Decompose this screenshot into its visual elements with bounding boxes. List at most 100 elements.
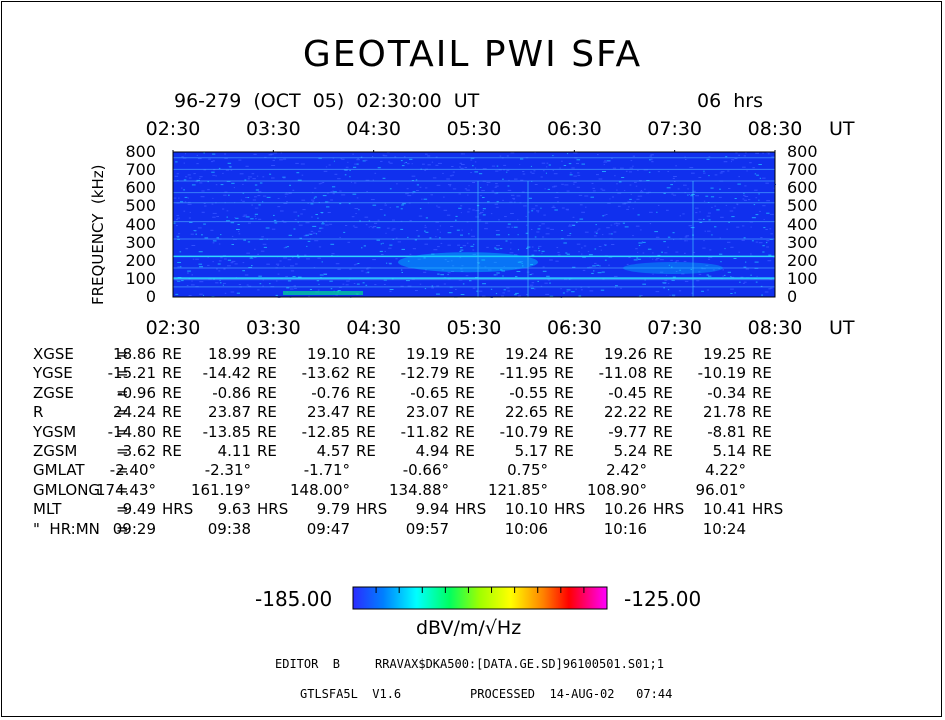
orbit-value: 18.86 (113, 345, 156, 363)
spectrogram-pixel (626, 208, 629, 210)
spectrogram-pixel (380, 254, 384, 255)
spectrogram-pixel (571, 291, 575, 293)
spectrogram-pixel (663, 192, 666, 194)
spectrogram-pixel (475, 216, 479, 218)
spectrogram-pixel (436, 293, 440, 295)
spectrogram-pixel (248, 176, 252, 178)
spectrogram-pixel (472, 287, 476, 289)
spectrogram-pixel (231, 235, 234, 237)
spectrogram-pixel (437, 246, 440, 248)
spectrogram-pixel (745, 268, 749, 270)
spectrogram-pixel (706, 215, 711, 217)
spectrogram-pixel (258, 218, 262, 220)
orbit-row-equals: = (116, 480, 129, 499)
spectrogram-pixel (230, 169, 233, 171)
spectrogram-pixel (272, 159, 275, 161)
spectrogram-pixel (635, 248, 638, 250)
orbit-row-label: YGSE (33, 364, 73, 383)
spectrogram-pixel (537, 211, 539, 213)
spectrogram-pixel (174, 175, 179, 177)
spectrogram-pixel (414, 239, 417, 241)
orbit-unit: RE (653, 364, 673, 383)
orbit-unit: RE (257, 442, 277, 460)
spectrogram-pixel (759, 177, 762, 179)
spectrogram-pixel (691, 172, 695, 174)
spectrogram-pixel (758, 193, 760, 195)
spectrogram-pixel (566, 289, 571, 291)
spectrogram-pixel (486, 246, 489, 248)
spectrogram-pixel (409, 220, 412, 222)
spectrogram-pixel (301, 199, 306, 201)
spectrogram-pixel (560, 288, 562, 290)
spectrogram-pixel (380, 160, 383, 162)
spectrogram-pixel (578, 194, 583, 196)
spectrogram-pixel (602, 234, 604, 236)
spectrogram-pixel (466, 242, 469, 244)
orbit-row-equals: = (116, 364, 129, 383)
spectrogram-pixel (220, 184, 224, 186)
spectrogram-pixel (346, 280, 350, 282)
spectrogram-pixel (585, 206, 587, 208)
spectrogram-pixel (765, 229, 768, 230)
spectrogram-pixel (510, 242, 512, 244)
spectrogram-pixel (187, 270, 191, 272)
spectrogram-pixel (211, 171, 215, 173)
spectrogram-pixel (365, 284, 368, 286)
spectrogram-pixel (744, 185, 747, 187)
spectrogram-pixel (219, 282, 222, 284)
spectrogram-pixel (239, 173, 244, 175)
spectrogram-pixel (443, 209, 448, 211)
orbit-unit: HRS (752, 500, 784, 519)
spectrogram-pixel (254, 215, 256, 217)
spectrogram-pixel (224, 258, 227, 260)
right-frequency-tick-label: 600 (787, 178, 818, 198)
spectrogram-pixel (705, 265, 709, 267)
spectrogram-pixel (706, 274, 709, 276)
spectrogram-pixel (252, 178, 256, 180)
spectrogram-pixel (727, 271, 731, 273)
spectrogram-pixel (673, 239, 675, 241)
orbit-unit: RE (752, 422, 772, 441)
spectrogram-pixel (257, 191, 262, 193)
spectrogram-pixel (200, 196, 205, 198)
spectrogram-pixel (575, 221, 578, 223)
spectrogram-pixel (185, 248, 189, 250)
spectrogram-pixel (187, 174, 191, 176)
spectrogram-pixel (328, 164, 331, 166)
spectrogram-pixel (341, 158, 345, 160)
spectrogram-pixel (675, 271, 678, 272)
spectrogram-pixel (450, 226, 454, 227)
top-time-tick-label: 02:30 (145, 118, 201, 140)
spectrogram-pixel (460, 153, 464, 155)
spectrogram-pixel (705, 195, 709, 197)
spectrogram-pixel (242, 262, 245, 264)
spectrogram-pixel (693, 285, 695, 287)
spectrogram-pixel (257, 195, 261, 197)
spectrogram-pixel (615, 222, 618, 224)
spectrogram-pixel (745, 261, 747, 263)
spectrogram-pixel (218, 167, 221, 169)
spectrogram-pixel (630, 193, 632, 195)
spectrogram-pixel (597, 154, 599, 156)
spectrogram-pixel (409, 158, 413, 160)
spectrogram-pixel (176, 218, 179, 220)
spectrogram-pixel (763, 227, 766, 229)
spectrogram-pixel (744, 152, 747, 154)
orbit-unit: RE (257, 364, 277, 383)
spectrogram-pixel (722, 269, 724, 271)
spectrogram-pixel (231, 244, 234, 245)
spectrogram-pixel (670, 184, 673, 186)
spectrogram-pixel (451, 265, 455, 267)
spectrogram-pixel (310, 203, 314, 205)
orbit-row-label: XGSE (33, 345, 74, 363)
right-frequency-tick-label: 700 (787, 160, 818, 180)
spectrogram-pixel (654, 231, 658, 233)
spectrogram-pixel (262, 195, 267, 197)
spectrogram-pixel (742, 166, 746, 168)
spectrogram-pixel (461, 265, 464, 267)
plot-title: GEOTAIL PWI SFA (302, 34, 643, 75)
spectrogram-pixel (589, 290, 594, 292)
spectrogram-pixel (637, 258, 641, 260)
spectrogram-pixel (357, 158, 359, 159)
spectrogram-pixel (222, 172, 224, 174)
